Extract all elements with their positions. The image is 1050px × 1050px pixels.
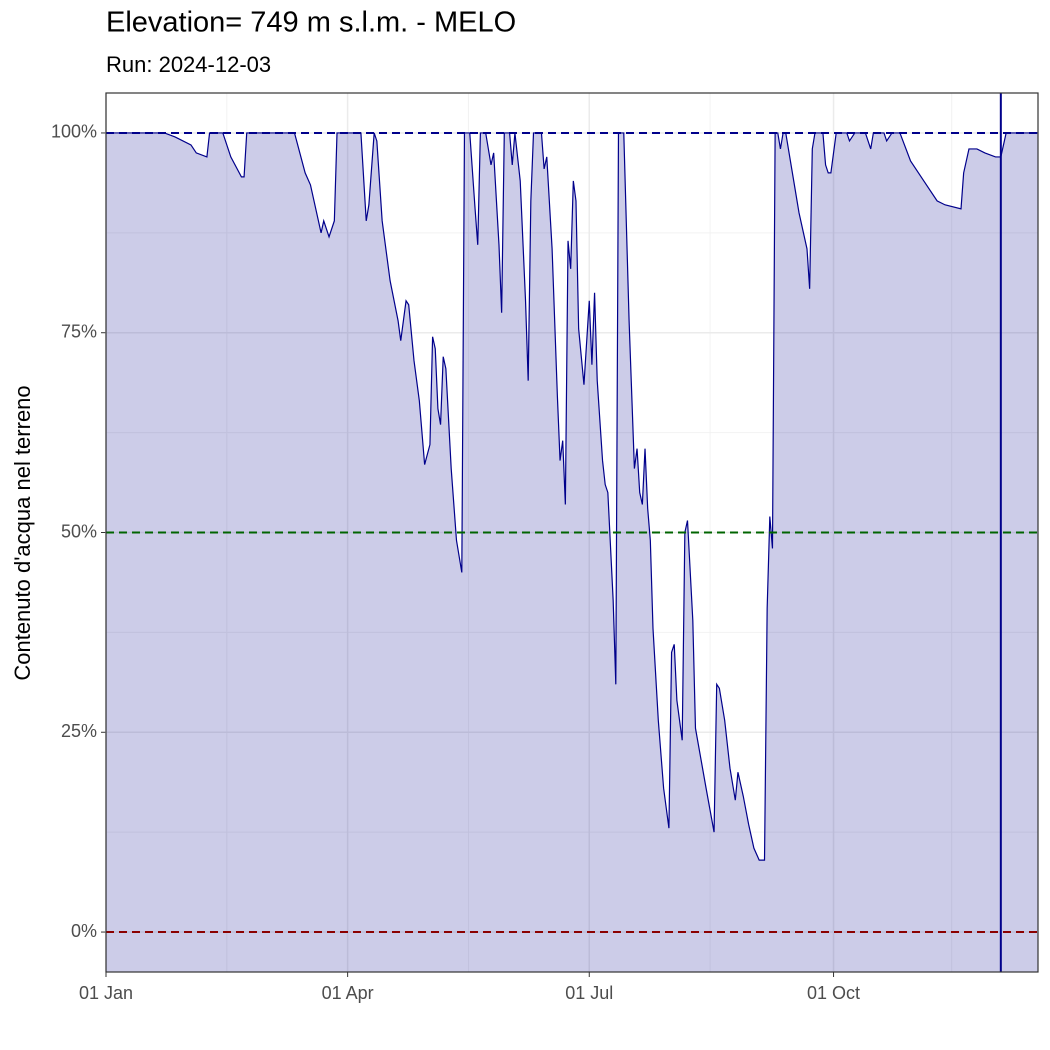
x-tick-label: 01 Oct bbox=[807, 983, 860, 1003]
x-tick-label: 01 Jan bbox=[79, 983, 133, 1003]
y-tick-label: 0% bbox=[71, 921, 97, 941]
y-tick-label: 100% bbox=[51, 122, 97, 142]
x-tick-label: 01 Apr bbox=[322, 983, 374, 1003]
chart-subtitle: Run: 2024-12-03 bbox=[106, 52, 271, 77]
y-tick-label: 50% bbox=[61, 521, 97, 541]
y-axis-title: Contenuto d'acqua nel terreno bbox=[10, 385, 35, 680]
area bbox=[106, 132, 1038, 972]
y-tick-label: 25% bbox=[61, 721, 97, 741]
line bbox=[106, 132, 1038, 861]
x-tick-label: 01 Jul bbox=[565, 983, 613, 1003]
chart-title: Elevation= 749 m s.l.m. - MELO bbox=[106, 7, 516, 39]
y-tick-label: 75% bbox=[61, 321, 97, 341]
panel-border bbox=[105, 92, 1039, 973]
